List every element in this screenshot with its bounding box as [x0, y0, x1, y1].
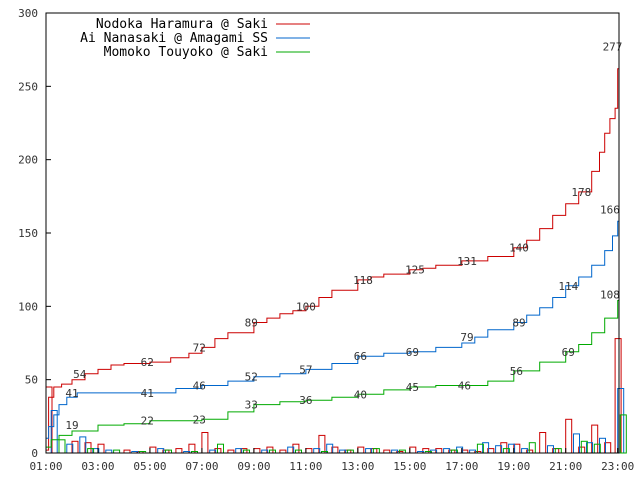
cumulative-line-series-2	[46, 294, 620, 448]
y-tick-label: 150	[18, 227, 38, 240]
x-tick-label: 07:00	[185, 460, 218, 473]
y-tick-label: 100	[18, 300, 38, 313]
x-tick-label: 11:00	[289, 460, 322, 473]
data-label-series-1: 41	[65, 387, 78, 400]
hourly-bar-series-0	[565, 418, 573, 454]
data-label-series-2: 33	[245, 399, 258, 412]
x-tick-label: 19:00	[497, 460, 530, 473]
data-label-series-0: 118	[353, 274, 373, 287]
data-label-series-2: 23	[193, 413, 206, 426]
hourly-bars-layer	[45, 338, 627, 454]
legend-label-series-2: Momoko Touyoko @ Saki	[104, 45, 268, 60]
data-label-series-2: 108	[600, 289, 620, 302]
data-label-series-2: 19	[65, 419, 78, 432]
hourly-bar-series-0	[201, 432, 209, 454]
data-label-series-0: 140	[509, 242, 529, 255]
data-label-series-1: 41	[141, 387, 154, 400]
data-label-series-0: 89	[245, 317, 258, 330]
data-label-series-2: 40	[354, 388, 367, 401]
data-label-series-1: 57	[299, 363, 312, 376]
data-label-series-2: 36	[299, 394, 312, 407]
hourly-bar-series-0	[409, 446, 417, 454]
x-tick-label: 23:00	[601, 460, 634, 473]
hourly-bar-series-0	[539, 432, 547, 454]
data-label-series-1: 79	[460, 331, 473, 344]
data-label-series-0: 100	[296, 300, 316, 313]
data-label-series-2: 46	[458, 380, 471, 393]
cumulative-line-series-1	[46, 209, 620, 439]
cumulative-lines-layer	[46, 46, 620, 451]
hourly-bar-series-0	[253, 448, 261, 454]
axis-ticks-layer: 01:00 03:00 05:00 07:00 09:00 11:00 13:00 15:00…	[18, 7, 634, 473]
x-tick-label: 01:00	[29, 460, 62, 473]
data-label-series-0: 131	[457, 255, 477, 268]
legend-label-series-1: Ai Nanasaki @ Amagami SS	[80, 31, 268, 46]
data-label-series-2: 56	[510, 365, 523, 378]
x-tick-label: 17:00	[445, 460, 478, 473]
x-tick-label: 03:00	[81, 460, 114, 473]
data-labels-layer: 54 62 72 89 100 118 125 131 140 178 277 41 41 46 52 57 6…	[65, 41, 622, 432]
data-label-series-1: 52	[245, 371, 258, 384]
hourly-bar-series-2	[619, 414, 627, 454]
y-tick-label: 200	[18, 154, 38, 167]
hourly-bar-series-0	[149, 446, 157, 454]
y-tick-label: 300	[18, 7, 38, 20]
x-tick-label: 09:00	[237, 460, 270, 473]
plot-frame	[45, 12, 620, 454]
data-label-series-0: 54	[73, 368, 87, 381]
data-label-series-1: 89	[512, 317, 525, 330]
x-tick-label: 21:00	[549, 460, 582, 473]
data-label-series-0: 277	[603, 41, 623, 54]
data-label-series-2: 22	[141, 415, 154, 428]
data-label-series-0: 72	[193, 341, 206, 354]
data-label-series-0: 125	[405, 264, 425, 277]
legend-label-series-0: Nodoka Haramura @ Saki	[96, 17, 268, 32]
x-tick-label: 05:00	[133, 460, 166, 473]
hourly-bar-series-0	[175, 448, 183, 454]
data-label-series-1: 166	[600, 204, 620, 217]
data-label-series-1: 66	[354, 350, 367, 363]
y-tick-label: 0	[31, 447, 38, 460]
hourly-bar-series-2	[58, 439, 66, 454]
y-tick-label: 50	[25, 374, 38, 387]
hourly-bar-series-0	[305, 448, 313, 454]
x-tick-label: 15:00	[393, 460, 426, 473]
data-label-series-1: 46	[193, 380, 206, 393]
data-label-series-0: 62	[141, 356, 154, 369]
data-label-series-2: 45	[406, 381, 419, 394]
y-tick-label: 250	[18, 80, 38, 93]
hourly-bar-series-0	[357, 446, 365, 454]
data-label-series-1: 114	[558, 280, 578, 293]
cumulative-line-series-0	[46, 46, 620, 451]
data-label-series-0: 178	[571, 186, 591, 199]
x-tick-label: 13:00	[341, 460, 374, 473]
data-label-series-2: 69	[562, 346, 575, 359]
data-label-series-1: 69	[406, 346, 419, 359]
